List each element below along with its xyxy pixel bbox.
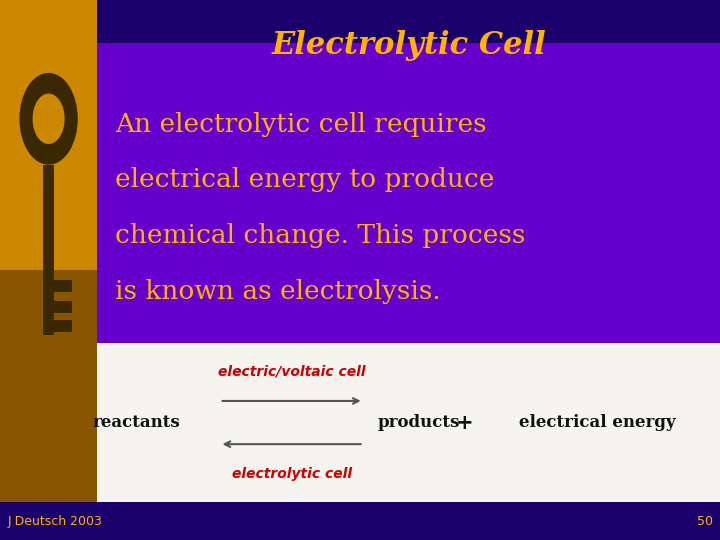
Bar <box>97 43 720 343</box>
Text: electrical energy to produce: electrical energy to produce <box>115 167 495 192</box>
Bar <box>97 343 720 502</box>
Bar <box>55 280 72 292</box>
Text: +: + <box>456 413 473 433</box>
Text: 50: 50 <box>697 515 713 528</box>
Ellipse shape <box>32 93 65 144</box>
Text: Electrolytic Cell: Electrolytic Cell <box>271 30 546 62</box>
Bar <box>0 502 720 540</box>
Text: An electrolytic cell requires: An electrolytic cell requires <box>115 112 487 137</box>
Bar <box>55 320 72 332</box>
Bar <box>0 270 97 502</box>
Text: chemical change. This process: chemical change. This process <box>115 223 526 248</box>
Text: electrolytic cell: electrolytic cell <box>232 467 351 481</box>
Text: products: products <box>378 414 460 431</box>
Ellipse shape <box>19 73 78 165</box>
Text: electrical energy: electrical energy <box>519 414 676 431</box>
Text: is known as electrolysis.: is known as electrolysis. <box>115 279 441 303</box>
Bar <box>0 0 97 270</box>
Text: J Deutsch 2003: J Deutsch 2003 <box>7 515 102 528</box>
Text: reactants: reactants <box>92 414 180 431</box>
Bar <box>55 301 72 313</box>
Text: electric/voltaic cell: electric/voltaic cell <box>217 364 366 378</box>
Bar <box>42 165 55 335</box>
